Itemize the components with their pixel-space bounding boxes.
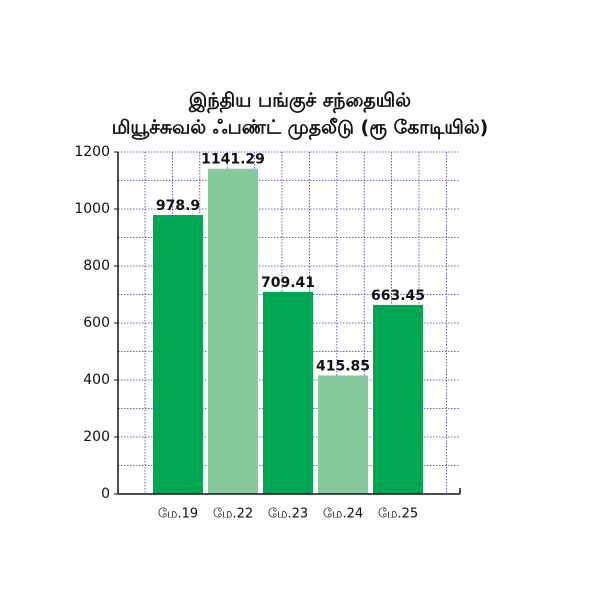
x-tick-label: மே.19 [158,507,198,522]
chart-title: இந்திய பங்குச் சந்தையில் [188,90,411,114]
x-tick-label: மே.25 [378,507,418,522]
value-label: 978.9 [156,198,200,214]
value-label: 415.85 [316,358,370,374]
y-tick-label: 800 [83,258,110,274]
y-tick-label: 400 [83,372,110,388]
x-tick-label: மே.22 [213,507,253,522]
value-label: 1141.29 [201,152,265,168]
value-label: 709.41 [261,275,315,291]
chart-title: மியூச்சுவல் ஃபண்ட் முதலீடு (ரூ கோடியில்) [112,117,489,141]
value-label: 663.45 [371,288,425,304]
bar [318,375,368,494]
y-tick-label: 1000 [74,201,110,217]
bar [263,291,313,494]
bar [373,304,423,494]
bar [153,215,203,495]
bar [208,168,258,494]
y-tick-label: 1200 [74,144,110,160]
y-tick-label: 200 [83,429,110,445]
y-tick-label: 600 [83,315,110,331]
y-tick-label: 0 [101,486,110,502]
x-tick-label: மே.24 [323,507,363,522]
x-tick-label: மே.23 [268,507,308,522]
